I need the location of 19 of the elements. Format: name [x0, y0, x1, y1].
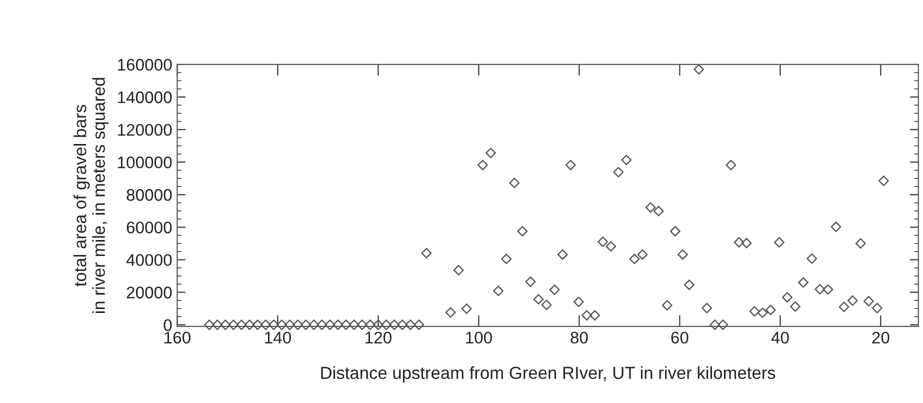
- y-tick-label: 80000: [126, 189, 172, 201]
- x-tick-label: 160: [164, 332, 190, 344]
- y-tick-label: 0: [164, 319, 172, 332]
- x-axis-title: Distance upstream from Green RIver, UT in river kilometers: [321, 366, 776, 382]
- x-tick-label: 20: [872, 332, 890, 344]
- y-axis-title: total area of gravel bars in river mile, in meters squared: [74, 78, 108, 313]
- x-tick-label: 140: [265, 332, 291, 344]
- y-tick-label: 60000: [126, 222, 172, 234]
- y-tick-label: 120000: [118, 124, 172, 136]
- y-tick-label: 140000: [118, 91, 172, 104]
- x-tick-label: 120: [366, 332, 392, 344]
- x-tick-label: 80: [570, 332, 588, 344]
- x-tick-label: 60: [671, 332, 688, 344]
- x-tick-label: 40: [771, 332, 789, 344]
- y-tick-label: 100000: [118, 156, 172, 168]
- x-tick-label: 100: [466, 332, 492, 344]
- y-tick-label: 40000: [126, 254, 172, 266]
- y-tick-label: 160000: [118, 58, 172, 71]
- y-tick-label: 20000: [126, 286, 172, 298]
